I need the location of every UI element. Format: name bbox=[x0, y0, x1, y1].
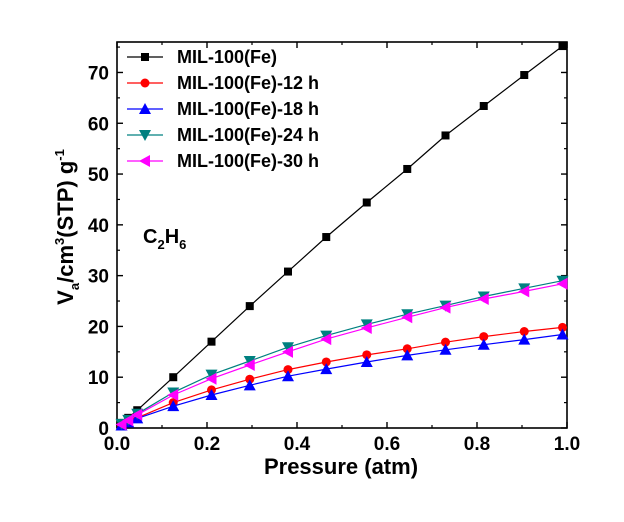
data-point bbox=[282, 345, 293, 358]
data-point bbox=[439, 343, 452, 355]
data-point bbox=[322, 233, 331, 242]
legend-label: MIL-100(Fe) bbox=[177, 47, 277, 67]
data-point bbox=[402, 344, 412, 354]
series-line bbox=[121, 326, 563, 426]
data-point bbox=[360, 355, 373, 367]
axis-ticks: 0.0 0.2 0.4 0.6 0.8 1.0 0 10 20 30 40 50 60 70 bbox=[88, 42, 580, 455]
data-point bbox=[243, 359, 255, 372]
legend-item: MIL-100(Fe)-18 h bbox=[127, 99, 319, 119]
data-point bbox=[439, 301, 451, 314]
y-tick-label: 70 bbox=[88, 63, 109, 84]
data-point bbox=[167, 388, 179, 401]
data-point bbox=[558, 322, 567, 332]
x-axis-title: Pressure (atm) bbox=[264, 454, 418, 479]
data-point bbox=[205, 372, 217, 385]
series-3 bbox=[115, 328, 569, 431]
legend-marker bbox=[139, 130, 151, 141]
y-tick-label: 40 bbox=[88, 216, 109, 237]
data-point bbox=[283, 365, 293, 375]
y-tick-label: 20 bbox=[88, 317, 109, 338]
y-tick-label: 50 bbox=[88, 165, 109, 186]
series-line bbox=[121, 45, 563, 424]
x-tick-label: 0.0 bbox=[104, 434, 130, 455]
series-5 bbox=[115, 277, 568, 431]
legend-item: MIL-100(Fe)-24 h bbox=[127, 125, 319, 145]
data-point bbox=[282, 370, 294, 382]
x-tick-label: 0.2 bbox=[194, 434, 220, 455]
data-point bbox=[320, 333, 332, 346]
series-line bbox=[121, 333, 563, 427]
data-point bbox=[115, 418, 127, 431]
legend-label: MIL-100(Fe)-12 h bbox=[177, 73, 319, 93]
series-line bbox=[121, 280, 563, 425]
data-point bbox=[167, 400, 180, 412]
series-layer bbox=[115, 42, 569, 431]
data-point bbox=[243, 379, 256, 391]
data-point bbox=[401, 349, 414, 361]
data-point bbox=[441, 337, 450, 347]
x-tick-label: 0.8 bbox=[464, 434, 490, 455]
x-tick-label: 0.6 bbox=[374, 434, 400, 455]
legend-marker bbox=[139, 103, 151, 114]
data-point bbox=[479, 332, 489, 342]
legend-marker bbox=[141, 53, 149, 61]
y-tick-label: 30 bbox=[88, 267, 109, 288]
data-point bbox=[441, 131, 450, 140]
data-point bbox=[360, 321, 372, 334]
data-point bbox=[362, 198, 371, 207]
data-point bbox=[403, 164, 412, 173]
data-point bbox=[122, 414, 134, 427]
legend-label: MIL-100(Fe)-24 h bbox=[177, 125, 319, 145]
legend-marker bbox=[139, 155, 150, 167]
y-tick-label: 60 bbox=[88, 114, 109, 135]
data-point bbox=[320, 363, 333, 375]
legend: MIL-100(Fe) MIL-100(Fe)-12 h MIL-100(Fe)-1… bbox=[127, 47, 319, 171]
data-point bbox=[205, 369, 218, 381]
data-point bbox=[321, 357, 331, 367]
data-point bbox=[518, 285, 530, 298]
x-tick-label: 0.4 bbox=[284, 434, 311, 455]
data-point bbox=[207, 337, 216, 346]
data-point bbox=[479, 101, 488, 110]
data-point bbox=[558, 42, 567, 51]
series-4 bbox=[115, 275, 569, 430]
y-tick-label: 0 bbox=[98, 419, 109, 440]
data-point bbox=[556, 328, 569, 340]
gas-annotation: C2H6 bbox=[143, 226, 186, 252]
data-point bbox=[282, 342, 294, 354]
legend-item: MIL-100(Fe)-12 h bbox=[127, 73, 319, 93]
data-point bbox=[245, 302, 254, 311]
data-point bbox=[520, 71, 529, 80]
data-point bbox=[518, 333, 531, 345]
y-axis-title: Va/cm3(STP) g-1 bbox=[52, 149, 82, 305]
data-point bbox=[131, 408, 143, 421]
data-point bbox=[362, 350, 372, 360]
data-point bbox=[477, 338, 490, 350]
data-point bbox=[401, 311, 413, 324]
data-point bbox=[519, 327, 529, 336]
legend-marker bbox=[140, 78, 150, 88]
legend-label: MIL-100(Fe)-18 h bbox=[177, 99, 319, 119]
legend-item: MIL-100(Fe) bbox=[127, 47, 277, 67]
series-2 bbox=[117, 322, 567, 430]
data-point bbox=[556, 277, 568, 290]
data-point bbox=[245, 374, 255, 384]
data-point bbox=[205, 388, 218, 400]
data-point bbox=[284, 267, 292, 276]
x-tick-label: 1.0 bbox=[554, 434, 580, 455]
data-point bbox=[243, 355, 256, 367]
legend-label: MIL-100(Fe)-30 h bbox=[177, 151, 319, 171]
legend-item: MIL-100(Fe)-30 h bbox=[127, 151, 319, 171]
data-point bbox=[169, 373, 178, 382]
series-line bbox=[121, 283, 563, 425]
data-point bbox=[477, 292, 489, 305]
y-tick-label: 10 bbox=[88, 368, 109, 389]
